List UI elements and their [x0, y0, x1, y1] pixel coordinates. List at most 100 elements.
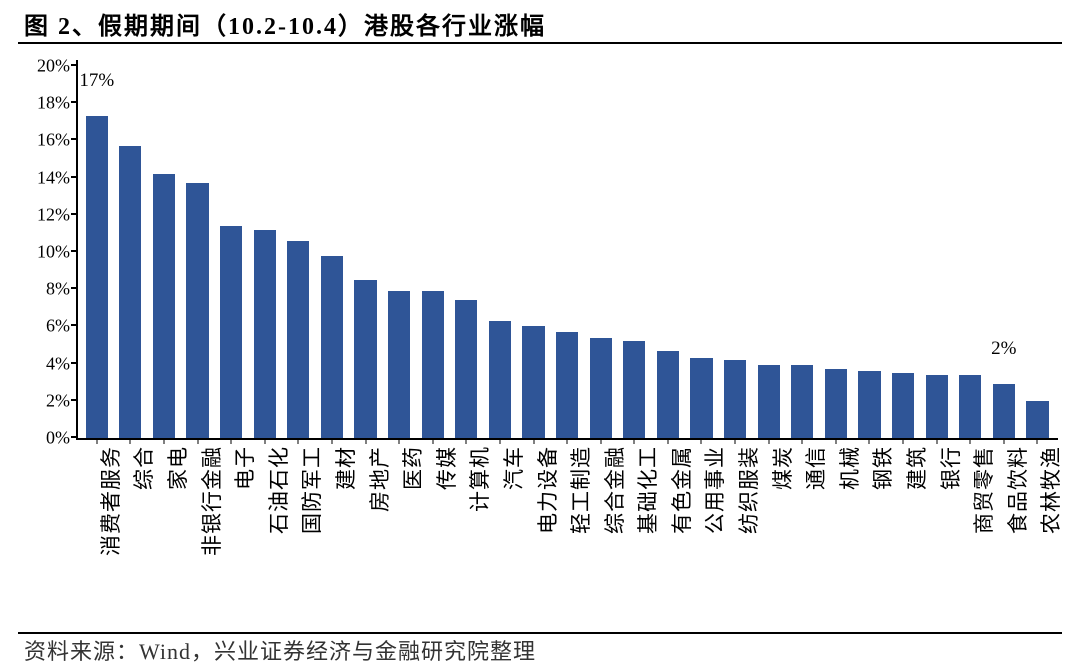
bar-slot: 石油石化 — [248, 66, 282, 438]
bar — [926, 375, 948, 438]
category-label: 有色金属 — [666, 446, 696, 534]
bar — [690, 358, 712, 438]
x-tick-mark — [835, 439, 836, 444]
bar — [422, 291, 444, 438]
category-label: 银行 — [935, 446, 965, 490]
x-tick-mark — [1003, 439, 1004, 444]
category-label: 医药 — [397, 446, 427, 490]
category-label: 消费者服务 — [95, 446, 125, 556]
category-label: 机械 — [834, 446, 864, 490]
bar — [825, 369, 847, 438]
bar-slot: 国防军工 — [282, 66, 316, 438]
bar-slot: 医药 — [382, 66, 416, 438]
x-tick-mark — [567, 439, 568, 444]
x-tick-mark — [432, 439, 433, 444]
bar — [959, 375, 981, 438]
bar — [590, 338, 612, 438]
y-tick-mark — [71, 250, 76, 252]
bar — [321, 256, 343, 438]
bar — [489, 321, 511, 438]
x-tick-mark — [298, 439, 299, 444]
bar-slot: 公用事业 — [685, 66, 719, 438]
x-tick-mark — [399, 439, 400, 444]
category-label: 通信 — [800, 446, 830, 490]
x-tick-mark — [1037, 439, 1038, 444]
bar-slot: 家电 — [147, 66, 181, 438]
bar — [153, 174, 175, 438]
bar-slot: 有色金属 — [651, 66, 685, 438]
bar-slot: 房地产 — [349, 66, 383, 438]
bar-slot: 农林牧渔 — [1021, 66, 1055, 438]
x-tick-mark — [735, 439, 736, 444]
bar-slot: 钢铁 — [853, 66, 887, 438]
y-tick-label: 8% — [18, 279, 70, 300]
title-divider — [18, 42, 1062, 44]
bar-slot: 食品饮料2% — [987, 66, 1021, 438]
x-tick-mark — [96, 439, 97, 444]
y-tick-label: 14% — [18, 167, 70, 188]
x-tick-mark — [634, 439, 635, 444]
bar — [186, 183, 208, 438]
category-label: 商贸零售 — [968, 446, 998, 534]
bar-slot: 银行 — [920, 66, 954, 438]
bar-slot: 建筑 — [886, 66, 920, 438]
x-tick-mark — [533, 439, 534, 444]
y-tick-mark — [71, 138, 76, 140]
bar-slot: 非银行金融 — [181, 66, 215, 438]
bar-slot: 综合 — [114, 66, 148, 438]
y-tick-mark — [71, 324, 76, 326]
category-label: 煤炭 — [767, 446, 797, 490]
category-label: 汽车 — [498, 446, 528, 490]
bar — [86, 116, 108, 438]
chart-title: 图 2、假期期间（10.2-10.4）港股各行业涨幅 — [24, 6, 546, 41]
bar-slot: 计算机 — [450, 66, 484, 438]
bar — [791, 365, 813, 438]
y-tick-mark — [71, 64, 76, 66]
x-tick-mark — [466, 439, 467, 444]
bar-slot: 电子 — [214, 66, 248, 438]
bar — [623, 341, 645, 438]
y-tick-mark — [71, 287, 76, 289]
bar-data-label: 17% — [79, 70, 114, 92]
y-tick-label: 12% — [18, 204, 70, 225]
category-label: 综合金融 — [599, 446, 629, 534]
bar-slot: 商贸零售 — [953, 66, 987, 438]
x-tick-mark — [231, 439, 232, 444]
bar-slot: 传媒 — [416, 66, 450, 438]
x-tick-mark — [331, 439, 332, 444]
category-label: 纺织服装 — [733, 446, 763, 534]
y-tick-mark — [71, 399, 76, 401]
category-label: 建筑 — [901, 446, 931, 490]
bar — [657, 351, 679, 438]
bar-data-label: 2% — [991, 338, 1016, 360]
x-tick-mark — [903, 439, 904, 444]
x-tick-mark — [264, 439, 265, 444]
bar — [522, 326, 544, 438]
bar — [354, 280, 376, 438]
bar-slot: 建材 — [315, 66, 349, 438]
category-label: 电力设备 — [532, 446, 562, 534]
category-label: 综合 — [128, 446, 158, 490]
category-label: 传媒 — [431, 446, 461, 490]
y-tick-label: 10% — [18, 242, 70, 263]
y-tick-mark — [71, 436, 76, 438]
bar-slot: 消费者服务17% — [80, 66, 114, 438]
bar-slot: 通信 — [785, 66, 819, 438]
bar-slot: 纺织服装 — [718, 66, 752, 438]
y-tick-mark — [71, 176, 76, 178]
y-tick-label: 20% — [18, 56, 70, 77]
bar-slot: 综合金融 — [584, 66, 618, 438]
bar-slot: 基础化工 — [618, 66, 652, 438]
x-tick-mark — [802, 439, 803, 444]
category-label: 公用事业 — [699, 446, 729, 534]
category-label: 国防军工 — [296, 446, 326, 534]
category-label: 非银行金融 — [196, 446, 226, 556]
x-tick-mark — [768, 439, 769, 444]
bar-slot: 电力设备 — [517, 66, 551, 438]
bar-slot: 轻工制造 — [550, 66, 584, 438]
y-tick-label: 18% — [18, 93, 70, 114]
y-tick-label: 16% — [18, 130, 70, 151]
category-label: 石油石化 — [263, 446, 293, 534]
x-tick-mark — [130, 439, 131, 444]
x-tick-mark — [600, 439, 601, 444]
